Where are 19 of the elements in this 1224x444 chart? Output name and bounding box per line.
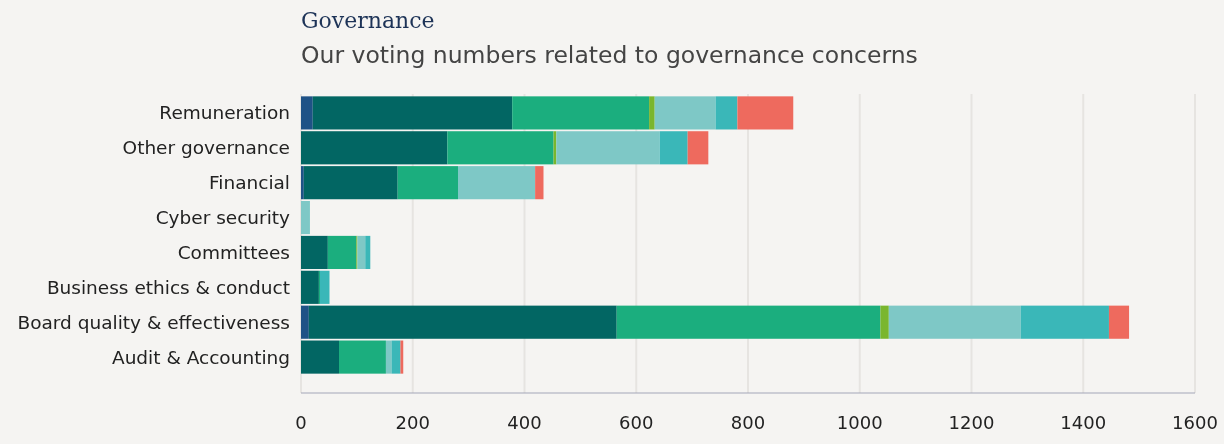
x-tick-label: 1400 [1060,412,1107,433]
y-tick-label: Remuneration [159,102,290,124]
x-tick-label: 1200 [948,412,995,433]
y-tick-label: Financial [208,172,290,194]
x-tick-label: 1600 [1172,412,1218,433]
x-tick-label: 1000 [836,412,883,433]
y-tick-label: Cyber security [155,207,291,229]
x-tick-label: 400 [507,412,542,433]
y-tick-label: Other governance [122,137,290,159]
x-tick-label: 200 [395,412,430,433]
chart-subtitle: Our voting numbers related to governance concerns [301,41,918,69]
y-tick-label: Committees [177,241,290,263]
x-tick-label: 800 [730,412,766,433]
y-tick-label: Board quality & effectiveness [17,311,290,333]
x-tick-label: 600 [619,412,654,433]
chart-title: Governance [301,8,435,33]
x-tick-label: 0 [295,412,307,433]
y-tick-label: Audit & Accounting [111,346,290,368]
y-tick-label: Business ethics & conduct [46,276,290,298]
